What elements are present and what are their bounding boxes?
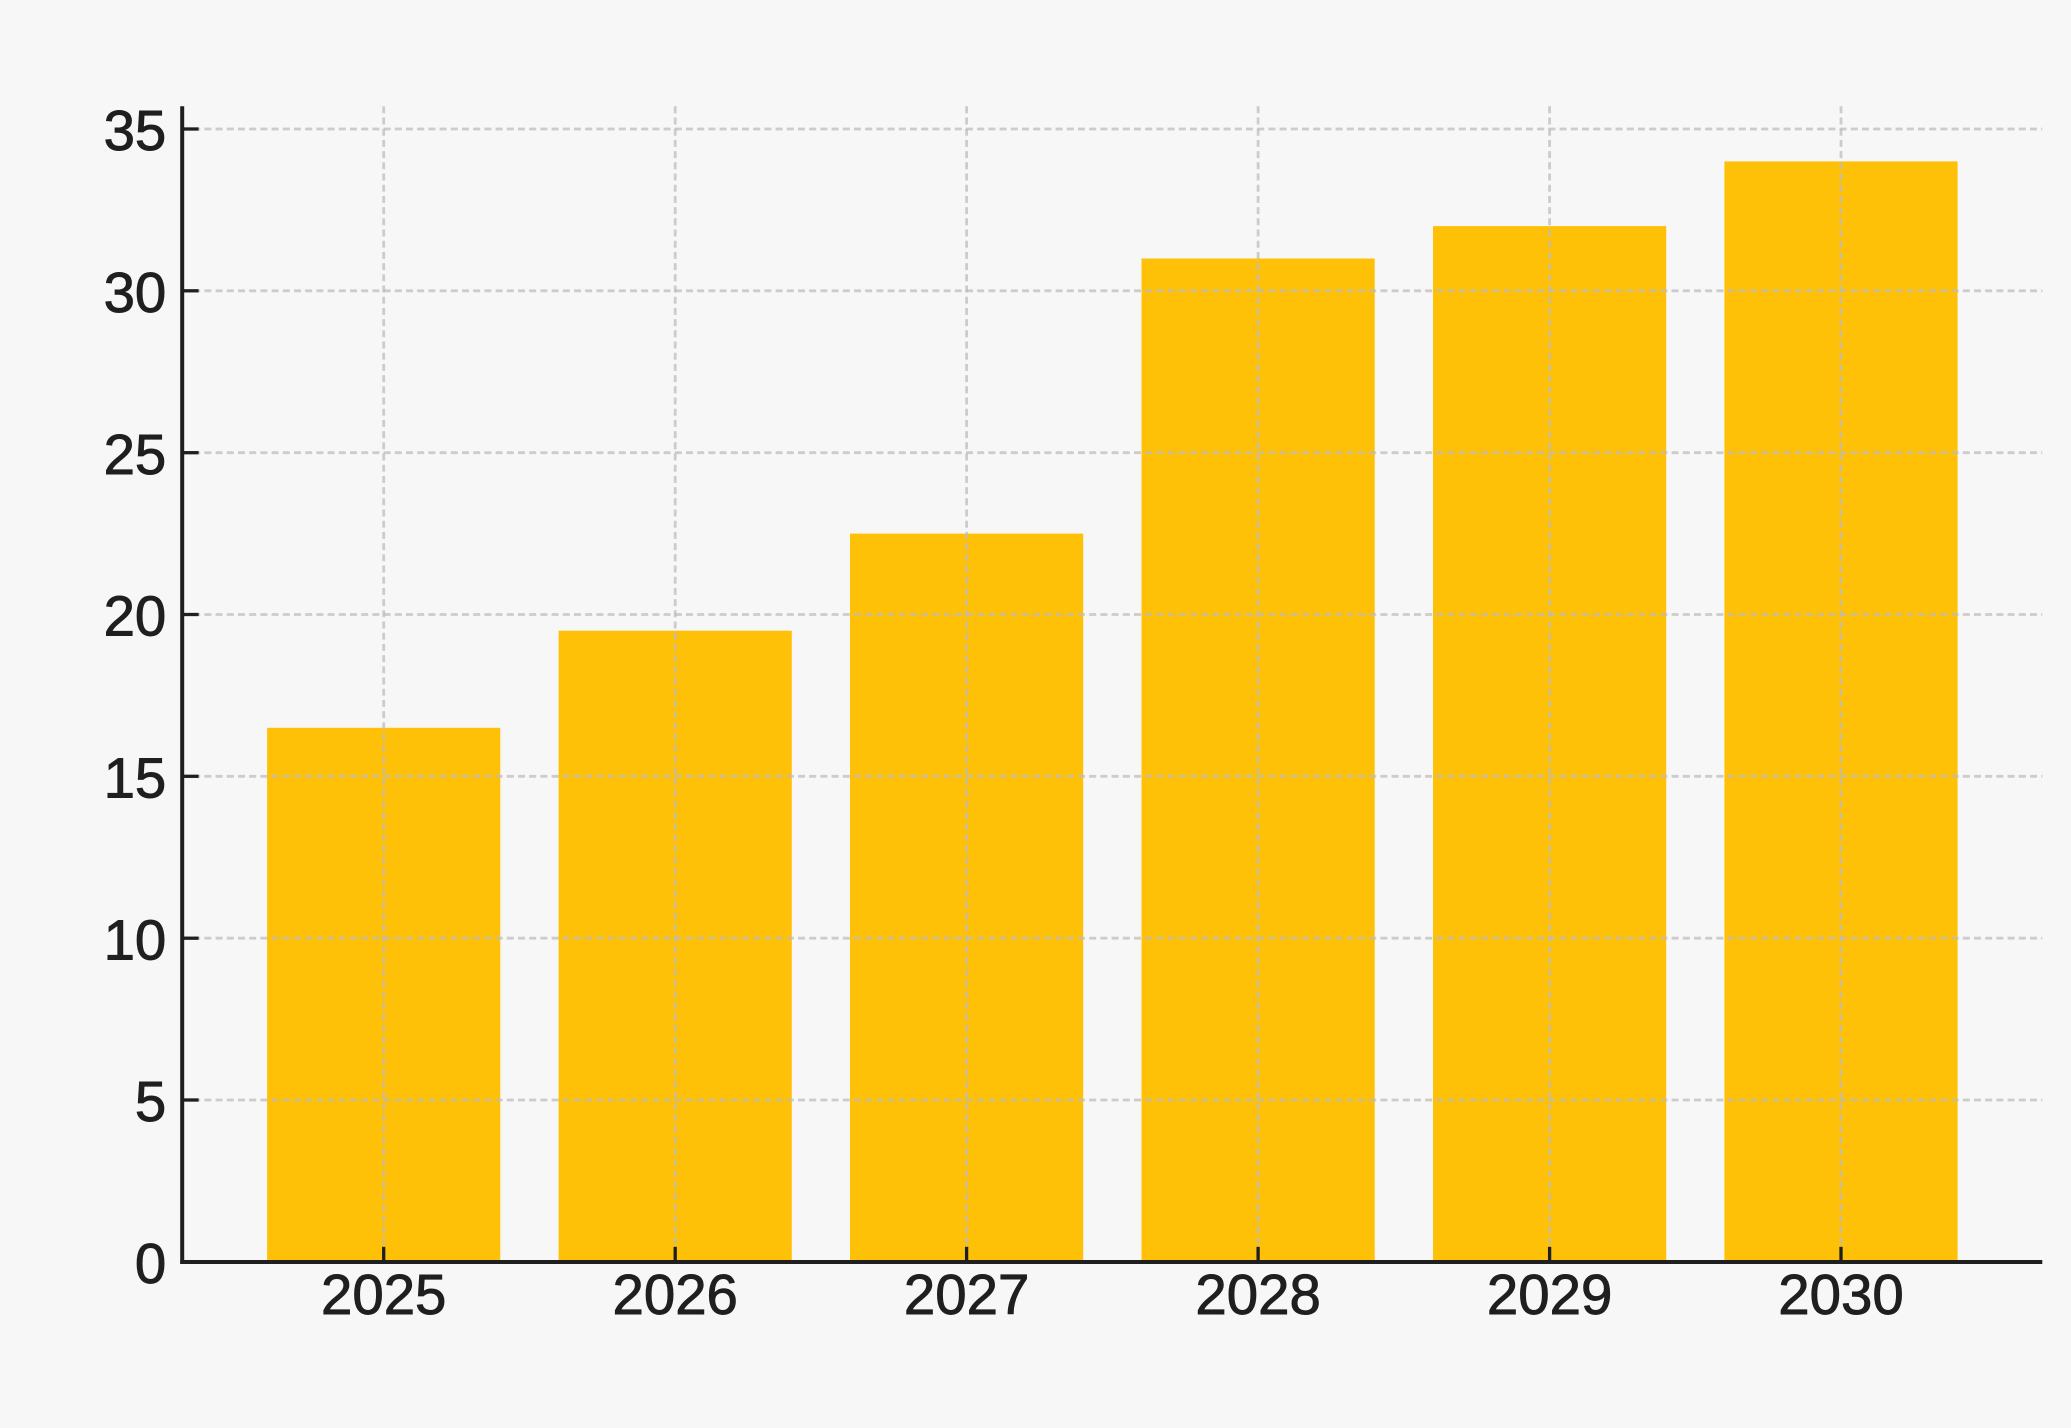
svg-text:2029: 2029 — [1487, 1263, 1612, 1326]
svg-text:2030: 2030 — [1778, 1263, 1903, 1326]
svg-text:2025: 2025 — [321, 1263, 446, 1326]
svg-text:35: 35 — [104, 99, 167, 162]
svg-text:2028: 2028 — [1195, 1263, 1320, 1326]
svg-text:30: 30 — [104, 261, 167, 324]
svg-text:20: 20 — [104, 585, 167, 648]
svg-text:15: 15 — [104, 747, 167, 810]
svg-text:2027: 2027 — [904, 1263, 1029, 1326]
svg-text:10: 10 — [104, 908, 167, 971]
svg-text:5: 5 — [135, 1070, 166, 1133]
svg-text:0: 0 — [135, 1232, 166, 1295]
svg-text:2026: 2026 — [612, 1263, 737, 1326]
svg-text:25: 25 — [104, 423, 167, 486]
